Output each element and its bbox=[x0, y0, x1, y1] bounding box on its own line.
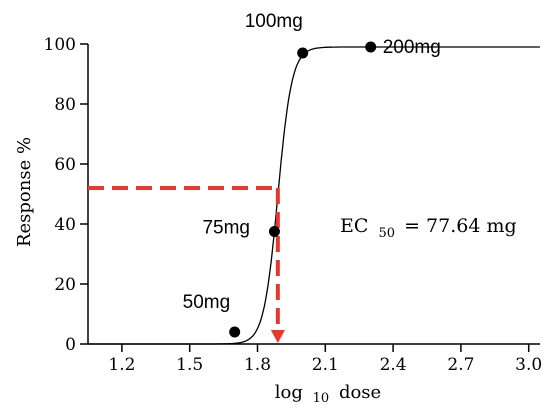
x-axis: 1.2 1.5 1.8 2.1 2.4 2.7 3.0 bbox=[88, 343, 542, 375]
data-point bbox=[268, 226, 280, 237]
data-point-label: 100mg bbox=[245, 11, 303, 32]
ec50-value: = 77.64 mg bbox=[404, 215, 517, 237]
y-axis: 0 20 40 60 80 100 bbox=[44, 35, 89, 355]
x-tick-label: 1.8 bbox=[244, 355, 271, 375]
data-point-label: 200mg bbox=[383, 37, 441, 58]
y-axis-title: Response % bbox=[14, 137, 35, 247]
y-tick-label: 80 bbox=[54, 95, 76, 115]
x-tick-label: 1.2 bbox=[108, 355, 135, 375]
ec50-annotation: EC 50 = 77.64 mg bbox=[340, 215, 517, 242]
data-point bbox=[365, 41, 377, 53]
x-tick-label: 3.0 bbox=[515, 355, 542, 375]
y-tick-label: 60 bbox=[54, 155, 76, 175]
x-tick-label: 1.5 bbox=[176, 355, 203, 375]
data-point bbox=[229, 326, 241, 338]
x-tick-label: 2.7 bbox=[447, 355, 474, 375]
ec50-sub: 50 bbox=[378, 226, 395, 241]
y-tick-label: 100 bbox=[44, 35, 76, 55]
x-tick-label: 2.1 bbox=[312, 355, 339, 375]
data-point-label: 75mg bbox=[202, 218, 250, 239]
x-tick-label: 2.4 bbox=[380, 355, 407, 375]
data-point bbox=[297, 47, 309, 59]
ec50-arrowhead bbox=[270, 330, 285, 343]
y-tick-label: 20 bbox=[54, 275, 76, 295]
x-axis-title-sub: 10 bbox=[313, 391, 330, 406]
y-tick-label: 40 bbox=[54, 215, 76, 235]
ec50-main: EC bbox=[340, 215, 368, 237]
data-point-label: 50mg bbox=[183, 292, 231, 313]
x-axis-title-pre: log bbox=[275, 382, 303, 403]
x-axis-title-post: dose bbox=[339, 382, 381, 403]
fitted-curve bbox=[88, 46, 540, 345]
y-tick-label: 0 bbox=[65, 335, 76, 355]
x-axis-title: log 10 dose bbox=[275, 382, 381, 407]
